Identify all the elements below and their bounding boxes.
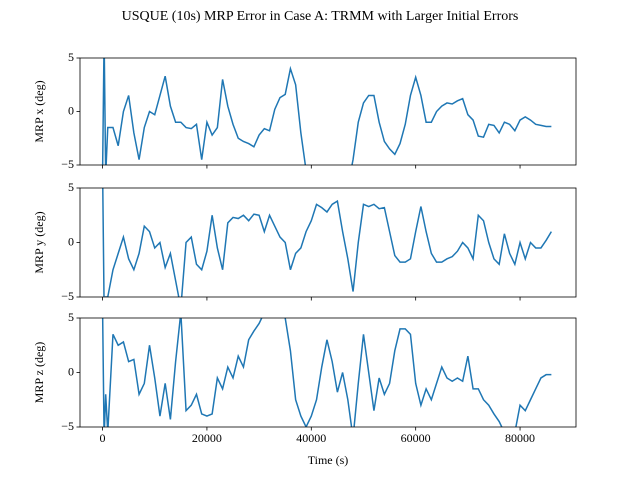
- x-tick-label: 80000: [505, 431, 535, 445]
- y-tick-label: −5: [61, 419, 74, 433]
- y-tick-label: 5: [68, 310, 74, 324]
- x-tick-label: 60000: [401, 431, 431, 445]
- x-tick-label: 0: [100, 431, 106, 445]
- data-line: [101, 318, 552, 427]
- y-tick-label: 5: [68, 50, 74, 64]
- y-tick-label: 0: [68, 103, 74, 117]
- data-line: [102, 188, 553, 297]
- axes-frame: [79, 317, 577, 428]
- y-axis-label: MRP y (deg): [32, 211, 46, 273]
- y-tick-label: −5: [61, 289, 74, 303]
- figure-title: USQUE (10s) MRP Error in Case A: TRMM wi…: [122, 9, 519, 24]
- y-tick-label: 0: [68, 234, 74, 248]
- y-axis-label: MRP z (deg): [32, 342, 46, 404]
- y-tick-label: −5: [61, 157, 74, 171]
- data-line: [101, 58, 552, 165]
- axes-frame: [79, 187, 577, 298]
- y-axis-label: MRP x (deg): [32, 80, 46, 142]
- y-tick-label: 5: [68, 180, 74, 194]
- x-tick-label: 40000: [296, 431, 326, 445]
- x-tick-label: 20000: [192, 431, 222, 445]
- axes-frame: [79, 57, 577, 166]
- x-axis-label: Time (s): [308, 453, 349, 467]
- y-tick-label: 0: [68, 364, 74, 378]
